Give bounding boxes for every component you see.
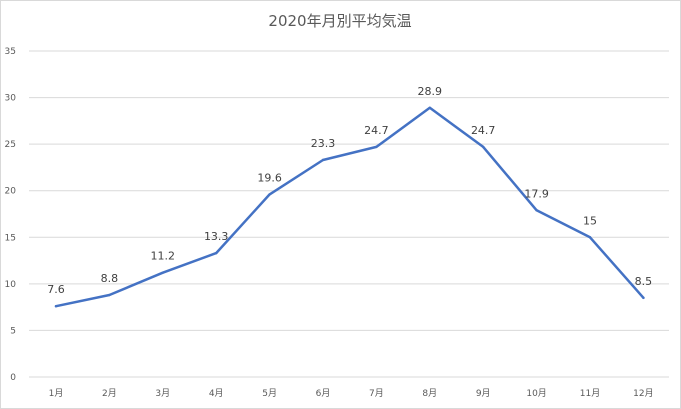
data-label: 24.7 [364, 124, 389, 137]
data-label: 11.2 [151, 250, 176, 263]
x-tick-label: 5月 [262, 388, 277, 399]
x-tick-label: 10月 [526, 388, 546, 399]
data-point [375, 145, 378, 149]
x-tick-label: 3月 [155, 388, 170, 399]
data-point [268, 193, 271, 196]
data-point [482, 145, 485, 149]
data-point [215, 251, 218, 255]
x-tick-label: 12月 [633, 388, 653, 399]
data-label: 8.8 [101, 272, 119, 285]
series-layer [54, 106, 645, 308]
data-label: 28.9 [418, 85, 443, 98]
y-tick-label: 5 [10, 326, 16, 336]
y-tick-label: 20 [5, 187, 17, 197]
data-label: 19.6 [257, 171, 282, 184]
data-point [588, 236, 592, 239]
data-label: 24.7 [471, 124, 496, 137]
data-label: 23.3 [311, 137, 336, 150]
data-label: 17.9 [524, 187, 549, 200]
data-point [161, 271, 164, 274]
chart-title: 2020年月別平均気温 [268, 12, 411, 30]
x-tick-label: 8月 [422, 388, 437, 399]
data-point [642, 296, 645, 300]
data-label: 7.6 [47, 283, 65, 296]
x-axis: 1月 2月 3月 4月 5月 6月 7月 8月 9月 10月 11月 12月 [49, 388, 654, 399]
data-point [54, 305, 58, 308]
x-tick-label: 6月 [316, 388, 331, 399]
data-point [428, 106, 431, 110]
x-tick-label: 7月 [369, 388, 384, 399]
gridlines [29, 50, 669, 378]
y-axis: 0 5 10 15 20 25 30 35 [5, 47, 17, 383]
series-line [54, 106, 645, 308]
x-tick-label: 1月 [49, 388, 64, 399]
x-tick-label: 9月 [476, 388, 491, 399]
y-tick-label: 15 [5, 233, 16, 243]
y-tick-label: 25 [5, 140, 16, 150]
data-labels: 7.6 8.8 11.2 13.3 19.6 23.3 24.7 28.9 24.7 17.9 15… [47, 85, 652, 296]
data-point [321, 158, 325, 162]
y-tick-label: 30 [5, 94, 17, 104]
data-label: 8.5 [635, 275, 653, 288]
data-point [108, 293, 111, 297]
y-tick-label: 10 [5, 280, 17, 290]
x-tick-label: 4月 [209, 388, 224, 399]
data-label: 13.3 [204, 230, 229, 243]
x-tick-label: 2月 [102, 388, 117, 399]
y-tick-label: 0 [10, 373, 16, 383]
data-point [535, 209, 538, 212]
y-tick-label: 35 [5, 47, 16, 57]
x-tick-label: 11月 [580, 388, 600, 399]
data-label: 15 [583, 214, 597, 227]
